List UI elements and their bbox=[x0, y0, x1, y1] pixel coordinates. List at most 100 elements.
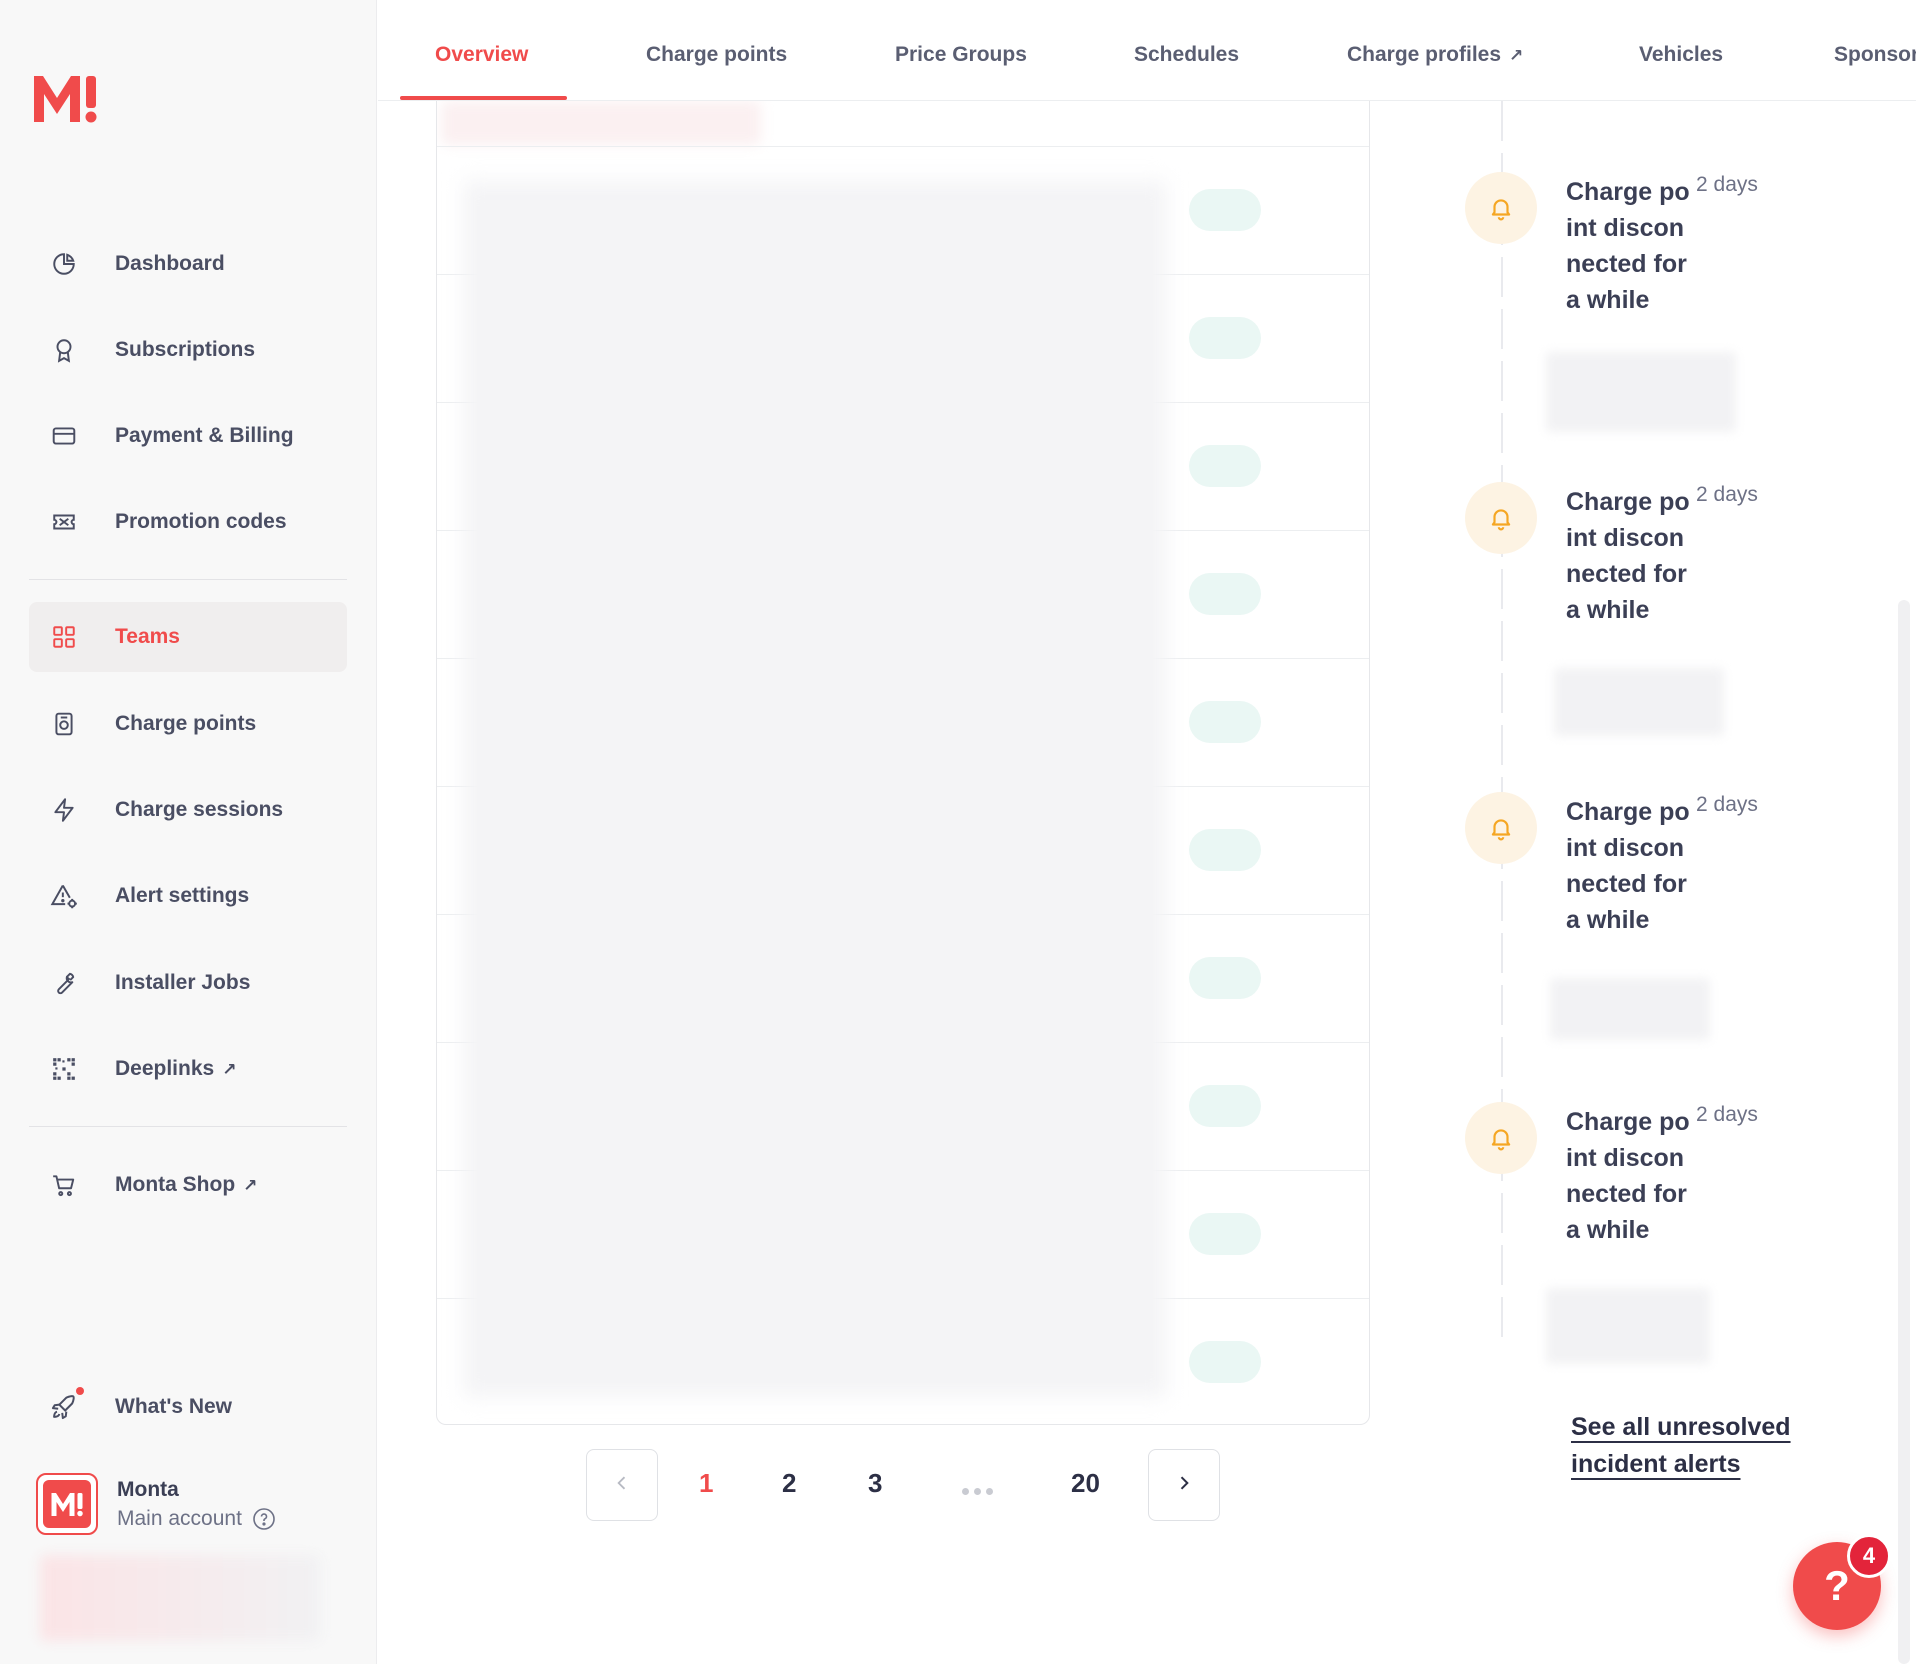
status-badge bbox=[1189, 1341, 1261, 1383]
scrollbar[interactable] bbox=[1898, 600, 1910, 1664]
timeline-line bbox=[1501, 101, 1503, 1341]
alert-time: 2 days bbox=[1696, 483, 1758, 506]
table-row[interactable] bbox=[437, 786, 1369, 914]
alert-time: 2 days bbox=[1696, 793, 1758, 816]
monta-logo[interactable] bbox=[30, 68, 100, 128]
charger-icon bbox=[50, 710, 78, 738]
account-subtitle: Main account bbox=[117, 1507, 276, 1531]
help-button[interactable]: ? bbox=[1793, 1542, 1881, 1630]
sidebar-item-label: Deeplinks ↗ bbox=[115, 1057, 237, 1080]
table-row[interactable] bbox=[437, 146, 1369, 274]
sidebar-item-deeplinks[interactable]: Deeplinks ↗ bbox=[29, 1034, 347, 1104]
sidebar-item-label: Payment & Billing bbox=[115, 424, 294, 447]
award-icon bbox=[50, 336, 78, 364]
status-badge bbox=[1189, 1213, 1261, 1255]
wrench-icon bbox=[50, 969, 78, 997]
credit-card-icon bbox=[50, 422, 78, 450]
sidebar-item-alert-settings[interactable]: Alert settings bbox=[29, 861, 347, 931]
sidebar-item-label: Installer Jobs bbox=[115, 971, 251, 994]
prev-page-button[interactable] bbox=[586, 1449, 658, 1521]
tab-overview[interactable]: Overview bbox=[435, 43, 529, 66]
sidebar-item-label: Teams bbox=[115, 625, 180, 648]
sidebar-item-teams[interactable]: Teams bbox=[29, 602, 347, 672]
chevron-left-icon bbox=[612, 1473, 632, 1498]
chevron-right-icon bbox=[1174, 1473, 1194, 1498]
pagination-ellipsis bbox=[962, 1488, 993, 1495]
page-20-button[interactable]: 20 bbox=[1071, 1468, 1100, 1498]
redacted-block bbox=[1554, 668, 1724, 736]
whats-new-button[interactable]: What's New bbox=[29, 1372, 347, 1442]
sidebar-item-payment-billing[interactable]: Payment & Billing bbox=[29, 401, 347, 471]
sidebar-item-label: Charge sessions bbox=[115, 798, 284, 821]
status-badge bbox=[1189, 829, 1261, 871]
data-table bbox=[436, 101, 1370, 1425]
page-1-button[interactable]: 1 bbox=[699, 1468, 714, 1498]
status-badge bbox=[1189, 957, 1261, 999]
tab-price-groups[interactable]: Price Groups bbox=[895, 43, 1027, 66]
alert-gear-icon bbox=[50, 882, 78, 910]
sidebar-item-label: Monta Shop ↗ bbox=[115, 1173, 258, 1196]
sidebar-item-charge-points[interactable]: Charge points bbox=[29, 689, 347, 759]
lightning-icon bbox=[50, 796, 78, 824]
sidebar-item-label: Dashboard bbox=[115, 252, 225, 275]
alert-time: 2 days bbox=[1696, 173, 1758, 196]
bell-icon bbox=[1465, 482, 1537, 554]
sidebar: Dashboard Subscriptions Payment & Billin… bbox=[0, 0, 377, 1664]
sidebar-item-installer-jobs[interactable]: Installer Jobs bbox=[29, 948, 347, 1018]
external-link-icon: ↗ bbox=[243, 1176, 258, 1195]
cart-icon bbox=[50, 1171, 78, 1199]
sidebar-item-label: Alert settings bbox=[115, 884, 250, 907]
tab-vehicles[interactable]: Vehicles bbox=[1639, 43, 1724, 66]
qr-code-icon bbox=[50, 1055, 78, 1083]
alert-title[interactable]: Charge point disconnected for a while bbox=[1566, 488, 1690, 624]
external-link-icon: ↗ bbox=[1509, 46, 1524, 65]
top-tab-bar: Overview Charge points Price Groups Sche… bbox=[378, 0, 1916, 101]
account-name: Monta bbox=[117, 1478, 179, 1501]
status-badge bbox=[1189, 573, 1261, 615]
page-3-button[interactable]: 3 bbox=[868, 1468, 883, 1498]
see-all-alerts-link[interactable]: See all unresolved incident alerts bbox=[1571, 1413, 1791, 1478]
alert-title[interactable]: Charge point disconnected for a while bbox=[1566, 1108, 1690, 1244]
status-badge bbox=[1189, 317, 1261, 359]
sidebar-item-dashboard[interactable]: Dashboard bbox=[29, 229, 347, 299]
redacted-block bbox=[1550, 978, 1710, 1040]
ticket-icon bbox=[50, 508, 78, 536]
sidebar-item-promotion-codes[interactable]: Promotion codes bbox=[29, 487, 347, 557]
status-badge bbox=[1189, 189, 1261, 231]
tab-schedules[interactable]: Schedules bbox=[1134, 43, 1240, 66]
bell-icon bbox=[1465, 172, 1537, 244]
redacted-block bbox=[1546, 352, 1736, 432]
sidebar-item-monta-shop[interactable]: Monta Shop ↗ bbox=[29, 1150, 347, 1220]
alert-title[interactable]: Charge point disconnected for a while bbox=[1566, 178, 1690, 314]
grid-icon bbox=[50, 623, 78, 651]
notification-dot bbox=[76, 1387, 84, 1395]
alert-time: 2 days bbox=[1696, 1103, 1758, 1126]
external-link-icon: ↗ bbox=[222, 1060, 237, 1079]
account-avatar[interactable] bbox=[36, 1473, 98, 1535]
sidebar-item-subscriptions[interactable]: Subscriptions bbox=[29, 315, 347, 385]
redacted-block bbox=[441, 101, 761, 145]
sidebar-divider bbox=[29, 1126, 347, 1127]
redacted-block bbox=[1546, 1288, 1710, 1364]
tab-charge-points[interactable]: Charge points bbox=[646, 43, 788, 66]
tab-sponsored[interactable]: Sponsored bbox=[1834, 43, 1916, 66]
status-badge bbox=[1189, 701, 1261, 743]
sidebar-divider bbox=[29, 579, 347, 580]
redacted-table-content bbox=[463, 181, 1167, 1397]
pie-chart-icon bbox=[50, 250, 78, 278]
page-2-button[interactable]: 2 bbox=[782, 1468, 797, 1498]
status-badge bbox=[1189, 1085, 1261, 1127]
tab-charge-profiles[interactable]: Charge profiles ↗ bbox=[1347, 43, 1524, 66]
sidebar-item-charge-sessions[interactable]: Charge sessions bbox=[29, 775, 347, 845]
sidebar-item-label: Promotion codes bbox=[115, 510, 287, 533]
redacted-block bbox=[40, 1555, 320, 1641]
bell-icon bbox=[1465, 1102, 1537, 1174]
sidebar-item-label: Charge points bbox=[115, 712, 257, 735]
active-tab-indicator bbox=[400, 96, 567, 100]
alert-title[interactable]: Charge point disconnected for a while bbox=[1566, 798, 1690, 934]
next-page-button[interactable] bbox=[1148, 1449, 1220, 1521]
help-circle-icon[interactable] bbox=[252, 1507, 276, 1531]
status-badge bbox=[1189, 445, 1261, 487]
rocket-icon bbox=[50, 1387, 84, 1421]
whats-new-label: What's New bbox=[115, 1395, 233, 1418]
